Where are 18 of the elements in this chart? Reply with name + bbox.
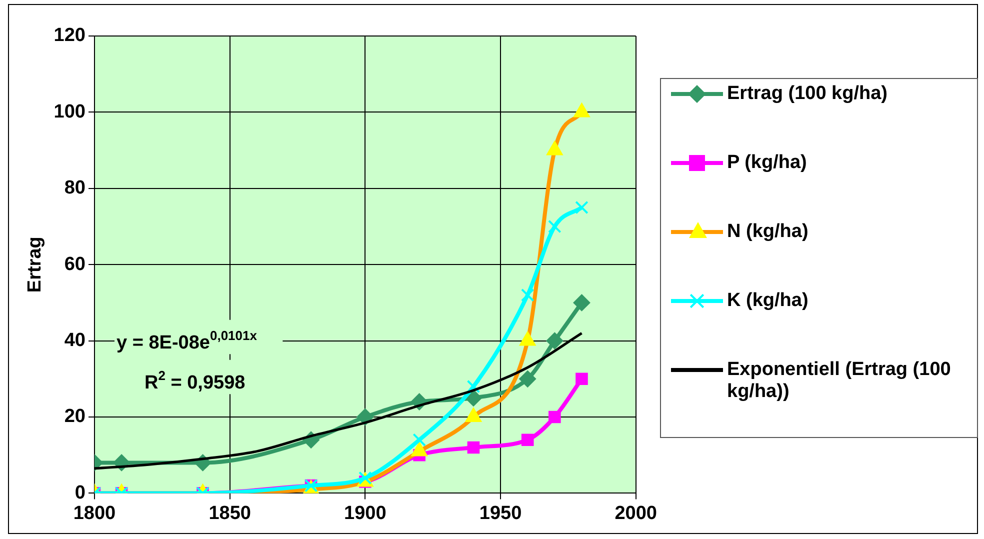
x-tick-label: 2000 xyxy=(614,502,658,524)
y-tick-label: 100 xyxy=(54,101,86,122)
legend-label: K (kg/ha) xyxy=(727,290,808,312)
legend-label: Exponentiell (Ertrag (100 kg/ha)) xyxy=(727,359,951,403)
legend-label: Ertrag (100 kg/ha) xyxy=(727,83,888,105)
y-axis-title: Ertrag xyxy=(24,236,46,293)
x-tick-label: 1900 xyxy=(344,502,386,524)
y-tick-label: 120 xyxy=(54,25,86,46)
y-tick-label: 0 xyxy=(74,482,86,504)
legend-label: N (kg/ha) xyxy=(727,221,808,243)
x-tick-label: 1800 xyxy=(73,502,116,524)
x-tick-label: 1950 xyxy=(479,502,522,524)
x-tick-label: 1850 xyxy=(208,502,251,524)
legend-label: P (kg/ha) xyxy=(727,152,807,174)
y-tick-label: 80 xyxy=(64,178,86,199)
y-tick-label: 60 xyxy=(64,254,86,275)
y-tick-label: 20 xyxy=(64,406,86,428)
y-tick-label: 40 xyxy=(64,330,86,352)
